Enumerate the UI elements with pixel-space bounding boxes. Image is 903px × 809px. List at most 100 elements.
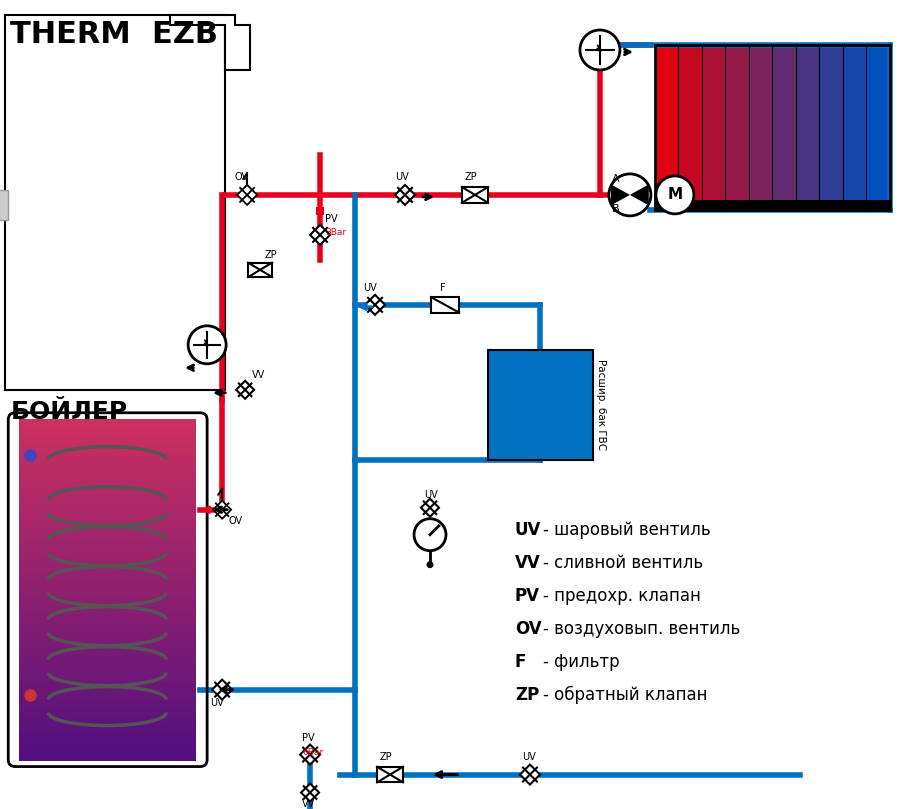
Polygon shape bbox=[213, 501, 231, 519]
Polygon shape bbox=[395, 185, 414, 205]
Polygon shape bbox=[519, 765, 539, 785]
Bar bbox=[795, 45, 818, 210]
Circle shape bbox=[188, 326, 226, 364]
Text: VV: VV bbox=[252, 370, 265, 379]
Bar bbox=[488, 349, 592, 460]
Bar bbox=[19, 504, 196, 515]
Bar bbox=[19, 495, 196, 506]
Bar bbox=[19, 427, 196, 438]
Text: PV: PV bbox=[325, 214, 338, 224]
Text: - обратный клапан: - обратный клапан bbox=[543, 685, 707, 704]
Bar bbox=[19, 461, 196, 472]
Bar bbox=[701, 45, 724, 210]
Bar bbox=[19, 538, 196, 549]
Bar bbox=[5, 15, 225, 390]
Text: UV: UV bbox=[424, 489, 437, 500]
Bar bbox=[19, 631, 196, 642]
Bar bbox=[0, 190, 8, 220]
Bar bbox=[19, 597, 196, 608]
Bar bbox=[19, 444, 196, 455]
Text: THERM  EZB: THERM EZB bbox=[10, 20, 218, 49]
Text: ZP: ZP bbox=[515, 685, 538, 704]
Text: ZP: ZP bbox=[265, 250, 277, 260]
Text: - шаровый вентиль: - шаровый вентиль bbox=[543, 521, 710, 539]
Text: - фильтр: - фильтр bbox=[543, 653, 619, 671]
Text: F: F bbox=[440, 283, 445, 293]
Text: ZP: ZP bbox=[464, 172, 477, 182]
Bar bbox=[461, 187, 488, 203]
Bar bbox=[818, 45, 842, 210]
Text: M: M bbox=[666, 188, 682, 202]
Text: OV: OV bbox=[515, 620, 541, 637]
Text: UV: UV bbox=[363, 283, 377, 293]
Text: PV: PV bbox=[302, 733, 314, 743]
Polygon shape bbox=[365, 294, 385, 315]
Circle shape bbox=[426, 561, 433, 568]
Polygon shape bbox=[236, 381, 254, 399]
Polygon shape bbox=[301, 784, 319, 802]
Bar bbox=[19, 606, 196, 616]
Bar bbox=[19, 580, 196, 591]
Bar bbox=[19, 674, 196, 684]
Bar bbox=[19, 640, 196, 650]
Bar bbox=[19, 742, 196, 752]
Bar bbox=[19, 478, 196, 489]
Text: 6Bar: 6Bar bbox=[302, 748, 323, 756]
Text: - сливной вентиль: - сливной вентиль bbox=[543, 553, 703, 572]
Bar bbox=[377, 767, 403, 782]
Bar bbox=[19, 419, 196, 430]
Bar bbox=[19, 733, 196, 743]
Polygon shape bbox=[170, 15, 250, 70]
Bar bbox=[19, 750, 196, 760]
Bar bbox=[748, 45, 771, 210]
Text: OV: OV bbox=[234, 172, 248, 182]
Text: ZP: ZP bbox=[379, 752, 392, 761]
Bar bbox=[19, 529, 196, 540]
Bar bbox=[19, 470, 196, 481]
Text: VV: VV bbox=[515, 553, 540, 572]
Bar bbox=[19, 699, 196, 709]
Bar bbox=[19, 725, 196, 735]
Text: 3Bar: 3Bar bbox=[325, 228, 346, 237]
Text: UV: UV bbox=[395, 172, 408, 182]
Bar bbox=[19, 657, 196, 667]
Text: Расшир. бак ГВС: Расшир. бак ГВС bbox=[595, 359, 605, 451]
Bar bbox=[654, 45, 677, 210]
Text: B: B bbox=[611, 204, 619, 214]
Polygon shape bbox=[629, 184, 648, 205]
Circle shape bbox=[656, 176, 694, 214]
Bar bbox=[19, 708, 196, 718]
Text: - воздуховып. вентиль: - воздуховып. вентиль bbox=[543, 620, 740, 637]
Circle shape bbox=[414, 519, 445, 551]
Polygon shape bbox=[421, 498, 439, 517]
Bar bbox=[19, 436, 196, 447]
Polygon shape bbox=[237, 185, 256, 205]
Bar bbox=[865, 45, 889, 210]
Bar bbox=[19, 546, 196, 557]
Bar bbox=[842, 45, 865, 210]
Bar bbox=[431, 297, 459, 312]
Text: UV: UV bbox=[209, 697, 224, 708]
Bar bbox=[19, 623, 196, 633]
Circle shape bbox=[580, 30, 619, 70]
Bar bbox=[19, 682, 196, 693]
Bar bbox=[19, 555, 196, 565]
Bar bbox=[19, 614, 196, 625]
Bar bbox=[247, 263, 272, 277]
Bar bbox=[19, 572, 196, 582]
Text: UV: UV bbox=[515, 521, 541, 539]
Bar bbox=[654, 45, 889, 210]
Bar bbox=[19, 512, 196, 523]
Polygon shape bbox=[300, 744, 320, 765]
Polygon shape bbox=[610, 184, 629, 205]
Bar bbox=[19, 665, 196, 676]
Bar bbox=[19, 716, 196, 726]
Polygon shape bbox=[310, 225, 330, 245]
Text: F: F bbox=[515, 653, 526, 671]
Text: A: A bbox=[611, 174, 619, 184]
Bar bbox=[19, 487, 196, 498]
Bar bbox=[19, 589, 196, 599]
Bar bbox=[19, 563, 196, 574]
Bar bbox=[19, 691, 196, 701]
Bar bbox=[19, 521, 196, 532]
